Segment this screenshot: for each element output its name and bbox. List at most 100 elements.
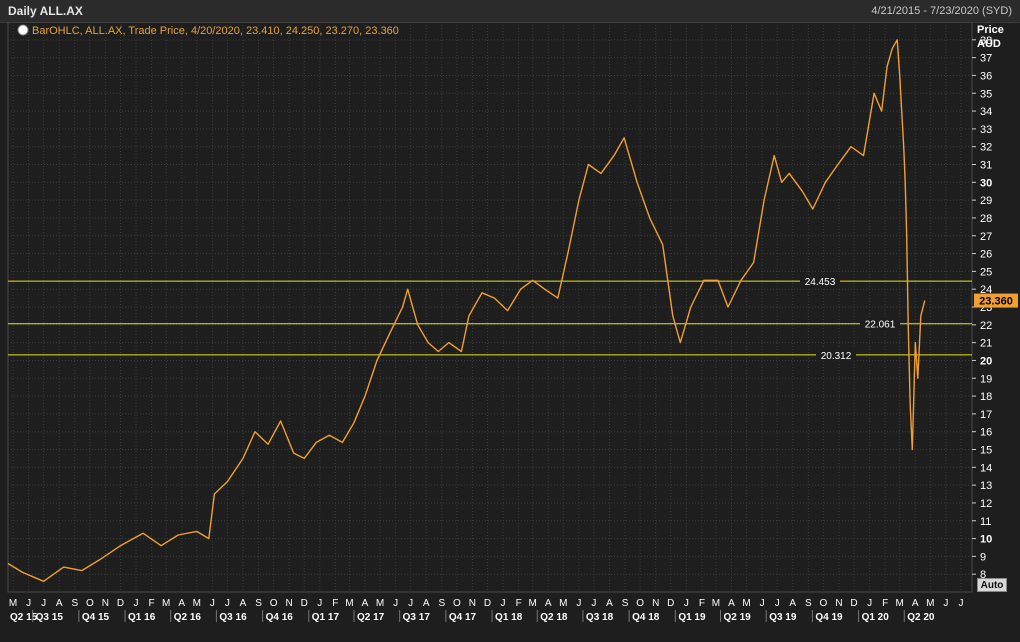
month-tick-label: F bbox=[332, 598, 338, 609]
y-tick-label: 28 bbox=[980, 213, 992, 225]
y-tick-label: 21 bbox=[980, 338, 992, 350]
support-lines: 24.453 22.061 20.312 bbox=[8, 275, 972, 362]
quarter-tick-label: Q4 17 bbox=[449, 612, 477, 623]
month-tick-label: F bbox=[882, 598, 888, 609]
auto-scale-button[interactable]: Auto bbox=[977, 578, 1007, 592]
quarter-tick-label: Q3 19 bbox=[769, 612, 797, 623]
month-tick-label: A bbox=[362, 598, 369, 609]
month-tick-label: N bbox=[469, 598, 476, 609]
grid bbox=[7, 22, 973, 593]
support-line-label: 20.312 bbox=[821, 351, 852, 362]
quarter-tick-label: Q4 16 bbox=[266, 612, 294, 623]
y-tick-label: 22 bbox=[980, 320, 992, 332]
quarter-tick-label: Q2 19 bbox=[724, 612, 752, 623]
month-tick-label: J bbox=[591, 598, 596, 609]
price-line bbox=[7, 39, 926, 582]
price-chart[interactable]: 24.453 22.061 20.312 8 9 10 11 12 13 14 15 16 17 18 1… bbox=[0, 22, 1020, 642]
month-tick-label: D bbox=[850, 598, 857, 609]
y-tick-label: 27 bbox=[980, 231, 992, 243]
quarter-tick-label: Q3 17 bbox=[403, 612, 431, 623]
month-tick-label: M bbox=[742, 598, 750, 609]
month-tick-label: O bbox=[819, 598, 827, 609]
y-tick-label: 34 bbox=[980, 106, 992, 118]
month-tick-label: A bbox=[178, 598, 185, 609]
month-tick-label: N bbox=[102, 598, 109, 609]
y-tick-label: 18 bbox=[980, 391, 992, 403]
month-tick-label: J bbox=[684, 598, 689, 609]
y-tick-label: 16 bbox=[980, 427, 992, 439]
y-tick-label: 31 bbox=[980, 160, 992, 172]
month-tick-label: S bbox=[71, 598, 78, 609]
title-bar: Daily ALL.AX 4/21/2015 - 7/23/2020 (SYD) bbox=[0, 0, 1020, 23]
quarter-tick-label: Q1 19 bbox=[678, 612, 706, 623]
y-tick-label: 25 bbox=[980, 266, 992, 278]
month-tick-label: S bbox=[255, 598, 262, 609]
month-tick-label: J bbox=[943, 598, 948, 609]
chart-title: Daily ALL.AX bbox=[8, 4, 83, 18]
month-tick-label: D bbox=[484, 598, 491, 609]
quarter-tick-label: Q4 15 bbox=[82, 612, 110, 623]
month-tick-label: J bbox=[760, 598, 765, 609]
y-tick-label: 36 bbox=[980, 70, 992, 82]
quarter-tick-label: Q2 20 bbox=[907, 612, 935, 623]
month-tick-label: M bbox=[529, 598, 537, 609]
y-tick-label: 20 bbox=[980, 355, 992, 367]
month-tick-label: J bbox=[408, 598, 413, 609]
y-tick-label: 9 bbox=[980, 551, 986, 563]
y-tick-label: 17 bbox=[980, 409, 992, 421]
month-tick-label: S bbox=[438, 598, 445, 609]
magnifier-icon[interactable] bbox=[17, 24, 29, 36]
y-axis: 8910111213141516171819202122232425262728… bbox=[972, 35, 1018, 581]
y-tick-label: 14 bbox=[980, 462, 992, 474]
month-tick-label: J bbox=[393, 598, 398, 609]
month-tick-label: M bbox=[376, 598, 384, 609]
y-tick-label: 32 bbox=[980, 142, 992, 154]
y-tick-label: 33 bbox=[980, 124, 992, 136]
month-tick-label: D bbox=[117, 598, 124, 609]
month-tick-label: J bbox=[576, 598, 581, 609]
month-tick-label: J bbox=[501, 598, 506, 609]
month-tick-label: M bbox=[712, 598, 720, 609]
y-tick-label: 29 bbox=[980, 195, 992, 207]
month-tick-label: O bbox=[453, 598, 461, 609]
month-tick-label: J bbox=[958, 598, 963, 609]
month-tick-label: M bbox=[926, 598, 934, 609]
month-tick-label: A bbox=[545, 598, 552, 609]
month-tick-label: A bbox=[423, 598, 430, 609]
support-line-label: 24.453 bbox=[805, 277, 836, 288]
month-tick-label: A bbox=[56, 598, 63, 609]
quarter-tick-label: Q3 15 bbox=[36, 612, 64, 623]
price-series bbox=[7, 39, 926, 582]
month-tick-label: F bbox=[149, 598, 155, 609]
quarter-tick-label: Q1 20 bbox=[862, 612, 890, 623]
month-tick-label: D bbox=[301, 598, 308, 609]
y-tick-label: 11 bbox=[980, 516, 991, 528]
currency-axis-label: AUD bbox=[977, 38, 1001, 50]
month-tick-label: A bbox=[240, 598, 247, 609]
month-tick-label: M bbox=[345, 598, 353, 609]
y-tick-label: 26 bbox=[980, 249, 992, 261]
month-tick-label: A bbox=[606, 598, 613, 609]
month-tick-label: J bbox=[210, 598, 215, 609]
support-label-bg bbox=[860, 317, 900, 330]
month-tick-label: J bbox=[41, 598, 46, 609]
month-tick-label: M bbox=[162, 598, 170, 609]
legend: BarOHLC, ALL.AX, Trade Price, 4/20/2020,… bbox=[17, 24, 399, 37]
y-tick-label: 24 bbox=[980, 284, 992, 296]
quarter-tick-label: Q4 19 bbox=[815, 612, 843, 623]
quarter-tick-label: Q2 18 bbox=[540, 612, 568, 623]
month-tick-label: A bbox=[912, 598, 919, 609]
y-tick-label: 38 bbox=[980, 35, 992, 47]
price-axis-label: Price bbox=[977, 24, 1004, 36]
month-tick-label: N bbox=[652, 598, 659, 609]
month-tick-label: J bbox=[867, 598, 872, 609]
month-tick-label: O bbox=[636, 598, 644, 609]
y-tick-label: 35 bbox=[980, 88, 992, 100]
date-range: 4/21/2015 - 7/23/2020 (SYD) bbox=[871, 5, 1012, 17]
month-tick-label: F bbox=[516, 598, 522, 609]
quarter-tick-label: Q3 16 bbox=[219, 612, 247, 623]
month-tick-label: A bbox=[789, 598, 796, 609]
month-tick-label: M bbox=[9, 598, 17, 609]
support-label-bg bbox=[800, 275, 840, 288]
